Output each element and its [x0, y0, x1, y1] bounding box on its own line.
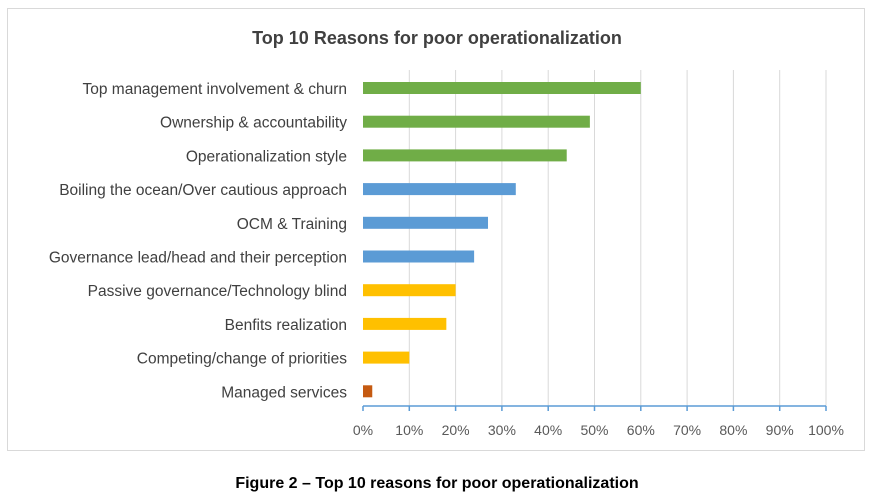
figure-caption: Figure 2 – Top 10 reasons for poor opera…: [235, 475, 639, 492]
category-label: Top management involvement & churn: [82, 81, 347, 98]
chart-frame: [7, 8, 865, 451]
x-tick-label: 30%: [488, 422, 516, 438]
bar: [363, 216, 489, 229]
bar: [363, 115, 590, 128]
bars: [363, 82, 641, 398]
bar: [363, 385, 373, 398]
x-axis: [362, 405, 827, 411]
category-label: Ownership & accountability: [160, 115, 347, 132]
x-tick-labels: 0% 10% 20% 30% 40% 50% 60% 70% 80% 90% 100%: [353, 422, 844, 438]
bar: [363, 284, 456, 297]
bar: [363, 351, 410, 364]
x-tick-label: 90%: [766, 422, 794, 438]
x-tick-label: 80%: [719, 422, 747, 438]
bar: [363, 183, 516, 196]
x-tick-label: 10%: [395, 422, 423, 438]
category-label: Passive governance/Technology blind: [88, 283, 347, 300]
x-tick-label: 60%: [627, 422, 655, 438]
x-tick-label: 70%: [673, 422, 701, 438]
bar-chart: Top 10 Reasons for poor operationalizati…: [49, 28, 844, 438]
bar: [363, 317, 447, 330]
x-tick-label: 50%: [580, 422, 608, 438]
x-tick-label: 20%: [442, 422, 470, 438]
bar: [363, 250, 475, 263]
x-tick-label: 40%: [534, 422, 562, 438]
category-label: Competing/change of priorities: [137, 351, 347, 368]
chart-title: Top 10 Reasons for poor operationalizati…: [252, 28, 622, 48]
x-tick-label: 0%: [353, 422, 373, 438]
category-label: Managed services: [221, 384, 347, 401]
bar: [363, 82, 641, 94]
category-labels: Top management involvement & churn Owners…: [49, 81, 347, 401]
category-label: Operationalization style: [186, 148, 347, 165]
category-label: Boiling the ocean/Over cautious approach: [59, 182, 347, 199]
category-label: Governance lead/head and their perceptio…: [49, 250, 347, 267]
bar: [363, 149, 567, 162]
category-label: Benfits realization: [225, 317, 347, 334]
x-tick-label: 100%: [808, 422, 844, 438]
category-label: OCM & Training: [237, 216, 347, 233]
